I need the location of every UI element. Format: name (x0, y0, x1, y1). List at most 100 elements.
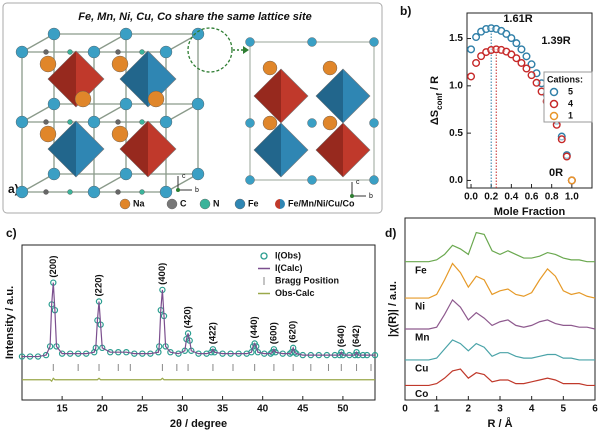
octahedron-shade (316, 123, 343, 177)
axis-letter: c (356, 179, 360, 186)
atom (115, 49, 121, 55)
data-line (405, 339, 595, 361)
octahedron-shade (120, 51, 148, 107)
atom (87, 185, 101, 199)
x-tick-label: 30 (177, 404, 189, 415)
atom (245, 175, 255, 185)
peak-label: (440) (249, 316, 260, 338)
atom (119, 167, 133, 181)
peak-label: (422) (207, 322, 218, 344)
legend-swatch (234, 198, 246, 210)
atom (43, 189, 49, 195)
data-line (405, 368, 595, 387)
data-point (512, 39, 521, 48)
axis-origin (176, 188, 180, 192)
annotation: 1.39R (541, 35, 570, 47)
atom (119, 97, 133, 111)
legend-swatch (199, 198, 211, 210)
panel-label: c) (6, 226, 17, 240)
data-line (22, 377, 375, 383)
series-label: Mn (415, 333, 429, 344)
octahedron-shade (254, 123, 281, 177)
data-point (467, 72, 476, 81)
data-point (507, 50, 516, 59)
legend-label: N (213, 198, 220, 208)
peak-label: (420) (183, 306, 194, 328)
peak-label: (400) (157, 263, 168, 285)
atom (245, 118, 255, 128)
peak-label: (640) (336, 325, 347, 347)
atom (307, 37, 317, 47)
x-axis-label: Mole Fraction (494, 206, 566, 218)
data-point (522, 52, 531, 61)
legend-title: Cations: (547, 74, 583, 84)
data-line (405, 298, 596, 330)
atom (159, 115, 173, 129)
atom (87, 45, 101, 59)
atom (307, 175, 317, 185)
octahedron-shade (48, 51, 76, 107)
x-tick-label: 15 (57, 404, 69, 415)
atom (67, 49, 73, 55)
x-tick-label: 6 (592, 404, 598, 415)
x-axis-label: 2θ / degree (170, 418, 227, 430)
atom (87, 115, 101, 129)
atom (39, 125, 57, 143)
x-tick-label: 0.0 (464, 192, 478, 203)
octahedron-shade (48, 121, 76, 177)
y-axis-label-main: ΔS (429, 110, 441, 125)
atom (369, 175, 379, 185)
axis-letter: b (195, 187, 199, 194)
axis-letter: b (369, 193, 373, 200)
octahedron-shade (120, 121, 148, 177)
data-point (517, 58, 526, 67)
atom (15, 115, 29, 129)
data-point (502, 29, 511, 38)
series-label: Co (415, 389, 428, 400)
legend-marker (260, 252, 268, 260)
data-point (472, 58, 481, 67)
atom (119, 27, 133, 41)
data-point (472, 33, 481, 42)
x-tick-label: 0.4 (504, 192, 518, 203)
axis-origin (350, 194, 354, 198)
x-tick-label: 0.2 (484, 192, 498, 203)
x-tick-label: 1.0 (565, 192, 579, 203)
legend-swatch (275, 199, 280, 209)
atom (262, 115, 278, 131)
legend-label: Bragg Position (275, 275, 339, 285)
axis-letter: c (182, 173, 186, 180)
x-axis-label: R / Å (487, 417, 512, 430)
atom (139, 119, 145, 125)
x-tick-label: 0 (402, 404, 408, 415)
x-tick-label: 25 (137, 404, 149, 415)
legend-marker (549, 99, 559, 109)
x-tick-label: 50 (337, 404, 349, 415)
annotation: 1.61R (503, 13, 532, 25)
atom (43, 49, 49, 55)
y-axis-label: ΔSconf / R (429, 76, 444, 125)
annotation: 0R (549, 167, 563, 179)
atom (262, 60, 278, 76)
x-tick-label: 45 (297, 404, 309, 415)
atom (115, 189, 121, 195)
atom (369, 37, 379, 47)
data-point (562, 152, 571, 161)
y-axis-label: |χ(R)| / a.u. (387, 281, 399, 337)
atom (307, 118, 317, 128)
atom (322, 60, 338, 76)
legend-label: 5 (568, 86, 573, 96)
legend-marker (549, 111, 559, 121)
data-line (405, 231, 595, 263)
legend-label: I(Calc) (275, 263, 303, 273)
legend-label: Na (133, 198, 145, 208)
legend-label: 4 (568, 98, 573, 108)
data-line (22, 282, 375, 358)
peak-label: (200) (48, 255, 59, 277)
atom (159, 185, 173, 199)
data-point (552, 120, 561, 129)
legend-label: 1 (568, 110, 573, 120)
atom (67, 189, 73, 195)
octahedron-shade (316, 69, 343, 123)
